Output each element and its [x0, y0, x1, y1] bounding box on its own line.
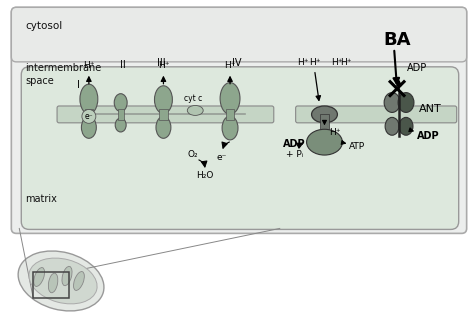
Text: + Pᵢ: + Pᵢ	[286, 150, 303, 158]
Ellipse shape	[384, 93, 400, 112]
Text: II: II	[120, 60, 126, 70]
Text: III: III	[157, 58, 166, 68]
Text: H⁺: H⁺	[331, 58, 342, 67]
Bar	[33, 272, 69, 298]
Text: H⁺: H⁺	[329, 128, 341, 137]
Circle shape	[82, 110, 96, 123]
Text: O₂: O₂	[188, 150, 199, 158]
Ellipse shape	[220, 83, 240, 114]
Text: H⁺: H⁺	[83, 61, 95, 70]
Text: ADP: ADP	[417, 131, 439, 141]
Ellipse shape	[18, 251, 104, 311]
Ellipse shape	[29, 258, 97, 304]
Bar	[118, 109, 124, 120]
Text: cyt c: cyt c	[184, 94, 202, 102]
Bar	[319, 114, 329, 136]
Ellipse shape	[398, 93, 414, 112]
FancyBboxPatch shape	[296, 106, 457, 123]
Text: ANT: ANT	[419, 104, 442, 114]
Text: BA: BA	[383, 31, 411, 49]
Text: I: I	[77, 80, 80, 90]
Ellipse shape	[399, 117, 413, 135]
Text: intermembrane
space: intermembrane space	[25, 63, 101, 86]
Ellipse shape	[62, 266, 72, 286]
Ellipse shape	[307, 129, 342, 155]
Ellipse shape	[48, 273, 58, 293]
Ellipse shape	[155, 86, 173, 113]
Text: ADP: ADP	[407, 63, 427, 73]
Text: H⁺: H⁺	[224, 61, 236, 70]
Ellipse shape	[80, 84, 98, 114]
Text: e⁻: e⁻	[84, 112, 93, 121]
Ellipse shape	[156, 117, 171, 138]
Text: ATP: ATP	[349, 142, 365, 151]
Text: IV: IV	[232, 58, 242, 68]
Ellipse shape	[34, 268, 45, 286]
Ellipse shape	[82, 117, 96, 138]
Ellipse shape	[115, 118, 126, 132]
Ellipse shape	[114, 94, 127, 111]
Bar	[85, 109, 93, 120]
Text: ADP: ADP	[283, 139, 306, 149]
Ellipse shape	[187, 106, 203, 115]
Bar	[226, 109, 235, 120]
Text: H⁺: H⁺	[158, 61, 169, 70]
FancyBboxPatch shape	[21, 67, 459, 229]
FancyBboxPatch shape	[57, 106, 274, 123]
Text: cytosol: cytosol	[25, 21, 63, 31]
Text: H⁺: H⁺	[341, 58, 352, 67]
Ellipse shape	[385, 117, 399, 135]
Text: H₂O: H₂O	[197, 171, 214, 180]
Ellipse shape	[73, 272, 84, 290]
Ellipse shape	[222, 116, 238, 140]
Text: H⁺: H⁺	[309, 58, 320, 67]
FancyBboxPatch shape	[11, 7, 466, 62]
Text: matrix: matrix	[25, 194, 57, 204]
FancyBboxPatch shape	[11, 7, 466, 233]
Ellipse shape	[311, 106, 337, 123]
Bar	[159, 109, 167, 120]
Text: H⁺: H⁺	[297, 58, 309, 67]
Text: e⁻: e⁻	[217, 153, 227, 162]
